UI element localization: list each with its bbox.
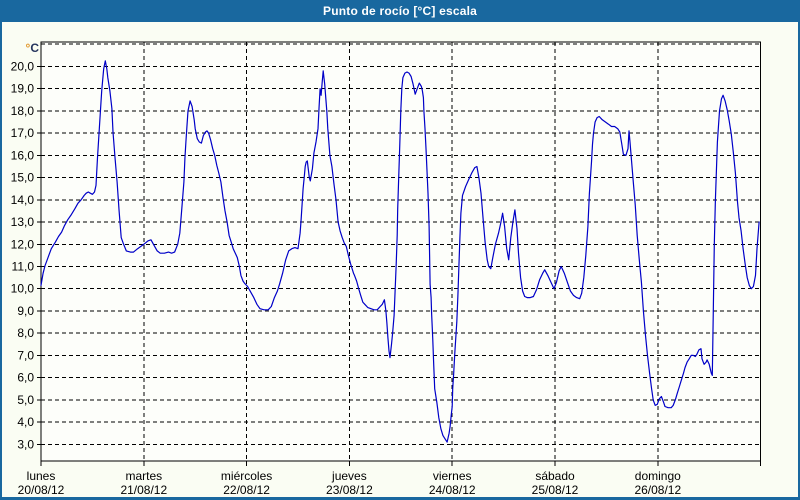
window-titlebar[interactable]: Punto de rocío [°C] escala xyxy=(0,0,800,22)
y-axis-unit-label: °C xyxy=(26,41,40,55)
y-axis-tick-label: 6,0 xyxy=(17,371,34,385)
y-axis-tick-label: 10,0 xyxy=(11,282,35,296)
dew-point-chart: 20,0 19,0 18,0 17,0 16,0 15,0 14,0 13,0 12,0 11,0… xyxy=(11,41,762,497)
y-axis-tick-label: 19,0 xyxy=(11,82,35,96)
y-axis-tick-label: 4,0 xyxy=(17,415,34,429)
plot-border xyxy=(40,41,762,462)
y-axis-tick-label: 14,0 xyxy=(11,193,35,207)
y-axis-tick-label: 13,0 xyxy=(11,215,35,229)
x-axis-day-label: miércoles xyxy=(221,469,272,483)
y-axis-tick-label: 17,0 xyxy=(11,126,35,140)
y-axis-tick-label: 5,0 xyxy=(17,393,34,407)
x-axis-day-label: viernes xyxy=(433,469,472,483)
x-axis-day-label: sábado xyxy=(535,469,575,483)
y-axis-tick-label: 11,0 xyxy=(12,260,35,274)
y-axis-tick-label: 12,0 xyxy=(11,237,35,251)
x-axis-day-label: lunes xyxy=(27,469,56,483)
x-axis-date-label: 22/08/12 xyxy=(223,483,270,497)
y-axis-tick-label: 9,0 xyxy=(17,304,34,318)
y-axis-tick-label: 15,0 xyxy=(11,171,35,185)
x-axis-date-label: 24/08/12 xyxy=(429,483,476,497)
y-axis-tick-label: 7,0 xyxy=(17,348,34,362)
y-axis-tick-label: 16,0 xyxy=(11,148,35,162)
x-axis-day-label: domingo xyxy=(635,469,681,483)
x-axis-date-label: 20/08/12 xyxy=(18,483,65,497)
x-axis-date-label: 23/08/12 xyxy=(326,483,373,497)
y-axis-tick-label: 18,0 xyxy=(11,104,35,118)
x-axis-day-label: jueves xyxy=(331,469,367,483)
x-axis-date-label: 26/08/12 xyxy=(634,483,681,497)
x-axis-date-label: 21/08/12 xyxy=(120,483,167,497)
window-title: Punto de rocío [°C] escala xyxy=(322,4,478,18)
y-axis-tick-label: 20,0 xyxy=(11,60,35,74)
x-axis-day-label: martes xyxy=(125,469,162,483)
chart-content: 20,0 19,0 18,0 17,0 16,0 15,0 14,0 13,0 12,0 11,0… xyxy=(2,22,798,497)
x-axis-date-label: 25/08/12 xyxy=(532,483,579,497)
y-axis-tick-label: 8,0 xyxy=(17,326,34,340)
dew-point-series-line xyxy=(40,60,760,443)
y-axis-tick-label: 3,0 xyxy=(17,437,34,451)
